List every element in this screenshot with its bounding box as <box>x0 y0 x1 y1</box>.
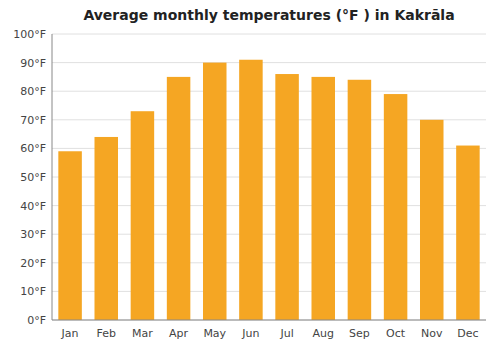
bar <box>275 74 299 320</box>
y-tick-label: 40°F <box>20 200 46 213</box>
bar <box>420 120 444 320</box>
y-tick-label: 50°F <box>20 171 46 184</box>
bar <box>456 146 480 320</box>
bar <box>384 94 408 320</box>
x-tick-label: May <box>203 327 226 340</box>
x-tick-label: Jan <box>61 327 79 340</box>
x-tick-label: Feb <box>97 327 116 340</box>
grid <box>52 34 486 320</box>
bar <box>203 63 227 320</box>
y-tick-label: 80°F <box>20 85 46 98</box>
bar <box>94 137 118 320</box>
grid-line <box>52 91 486 92</box>
y-tick-label: 0°F <box>27 314 46 327</box>
x-tick-label: Sep <box>349 327 370 340</box>
x-axis-line <box>52 320 486 321</box>
grid-line <box>52 34 486 35</box>
grid-line <box>52 320 486 321</box>
y-axis-line <box>52 34 53 320</box>
y-tick-label: 100°F <box>13 28 46 41</box>
x-tick-label: Jun <box>241 327 259 340</box>
x-tick-label: Aug <box>313 327 334 340</box>
y-tick-label: 90°F <box>20 57 46 70</box>
x-tick-label: Mar <box>132 327 153 340</box>
bar <box>311 77 335 320</box>
bar <box>239 60 263 320</box>
bar <box>131 111 155 320</box>
x-tick-label: Dec <box>457 327 478 340</box>
x-tick-label: Jul <box>279 327 293 340</box>
x-tick-label: Nov <box>421 327 443 340</box>
y-tick-label: 10°F <box>20 285 46 298</box>
bars <box>58 60 479 320</box>
x-tick-label: Oct <box>386 327 406 340</box>
x-tick-label: Apr <box>169 327 189 340</box>
title: Average monthly temperatures (°F ) in Ka… <box>83 7 454 23</box>
y-tick-label: 20°F <box>20 257 46 270</box>
y-tick-label: 30°F <box>20 228 46 241</box>
y-tick-label: 60°F <box>20 142 46 155</box>
bar <box>58 151 82 320</box>
grid-line <box>52 62 486 63</box>
chart: Average monthly temperatures (°F ) in Ka… <box>0 0 500 350</box>
y-tick-label: 70°F <box>20 114 46 127</box>
bar <box>348 80 372 320</box>
bar <box>167 77 191 320</box>
